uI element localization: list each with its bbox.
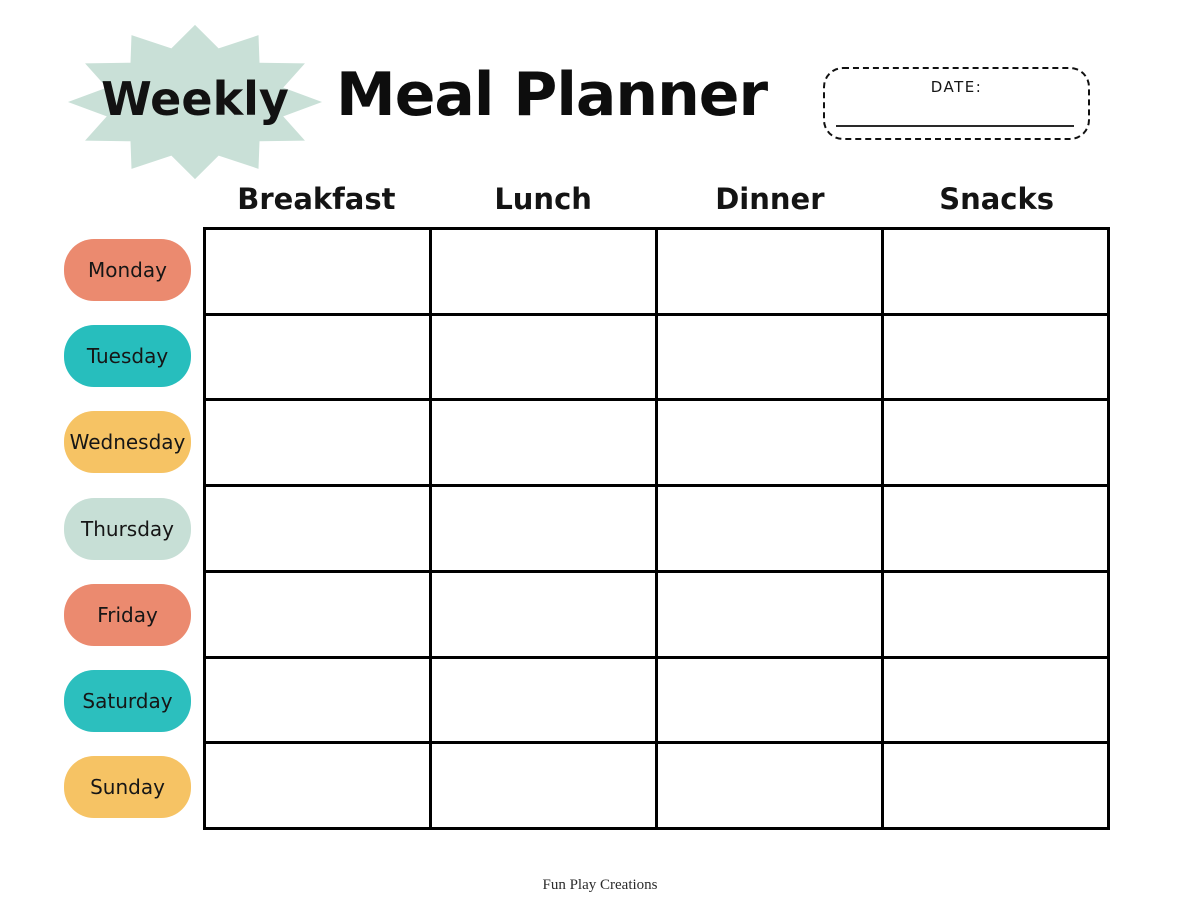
meal-cell-sunday-breakfast[interactable] (206, 744, 429, 827)
meal-cell-monday-dinner[interactable] (658, 230, 881, 313)
meal-cell-thursday-dinner[interactable] (658, 487, 881, 570)
day-pill-saturday: Saturday (64, 670, 191, 732)
date-box: DATE: (823, 67, 1090, 140)
meal-grid (203, 227, 1110, 830)
meal-cell-thursday-lunch[interactable] (432, 487, 655, 570)
meal-cell-tuesday-lunch[interactable] (432, 315, 655, 399)
day-pill-thursday: Thursday (64, 498, 191, 560)
starburst-shape (67, 24, 323, 180)
badge-label: Weekly (101, 72, 289, 126)
meal-cell-friday-dinner[interactable] (658, 572, 881, 656)
starburst-polygon (67, 24, 323, 180)
meal-cell-tuesday-dinner[interactable] (658, 315, 881, 399)
meal-column-headers: Breakfast Lunch Dinner Snacks (203, 182, 1110, 224)
meal-cell-saturday-snacks[interactable] (884, 658, 1107, 742)
meal-cell-tuesday-breakfast[interactable] (206, 315, 429, 399)
meal-cell-monday-lunch[interactable] (432, 230, 655, 313)
day-pill-monday: Monday (64, 239, 191, 301)
meal-cell-tuesday-snacks[interactable] (884, 315, 1107, 399)
meal-cell-wednesday-lunch[interactable] (432, 401, 655, 485)
footer-credit: Fun Play Creations (542, 877, 658, 893)
column-header-dinner: Dinner (715, 182, 825, 216)
weekly-starburst-badge: Weekly (66, 22, 324, 182)
meal-cell-friday-breakfast[interactable] (206, 572, 429, 656)
meal-cell-friday-snacks[interactable] (884, 572, 1107, 656)
meal-cell-thursday-snacks[interactable] (884, 487, 1107, 570)
page-title: Meal Planner (336, 60, 768, 130)
meal-cell-wednesday-breakfast[interactable] (206, 401, 429, 485)
meal-cell-monday-snacks[interactable] (884, 230, 1107, 313)
day-pill-tuesday: Tuesday (64, 325, 191, 387)
day-pill-sunday: Sunday (64, 756, 191, 818)
meal-cell-wednesday-snacks[interactable] (884, 401, 1107, 485)
date-fill-in-line[interactable] (836, 125, 1074, 127)
column-header-breakfast: Breakfast (237, 182, 396, 216)
meal-cell-sunday-dinner[interactable] (658, 744, 881, 827)
date-label: DATE: (930, 78, 983, 96)
column-header-lunch: Lunch (494, 182, 592, 216)
meal-cell-sunday-lunch[interactable] (432, 744, 655, 827)
column-header-snacks: Snacks (939, 182, 1055, 216)
meal-cell-sunday-snacks[interactable] (884, 744, 1107, 827)
meal-cell-thursday-breakfast[interactable] (206, 487, 429, 570)
meal-cell-monday-breakfast[interactable] (206, 230, 429, 313)
meal-cell-saturday-breakfast[interactable] (206, 658, 429, 742)
day-pill-friday: Friday (64, 584, 191, 646)
meal-cell-friday-lunch[interactable] (432, 572, 655, 656)
day-pill-wednesday: Wednesday (64, 411, 191, 473)
meal-cell-saturday-dinner[interactable] (658, 658, 881, 742)
meal-cell-wednesday-dinner[interactable] (658, 401, 881, 485)
meal-cell-saturday-lunch[interactable] (432, 658, 655, 742)
